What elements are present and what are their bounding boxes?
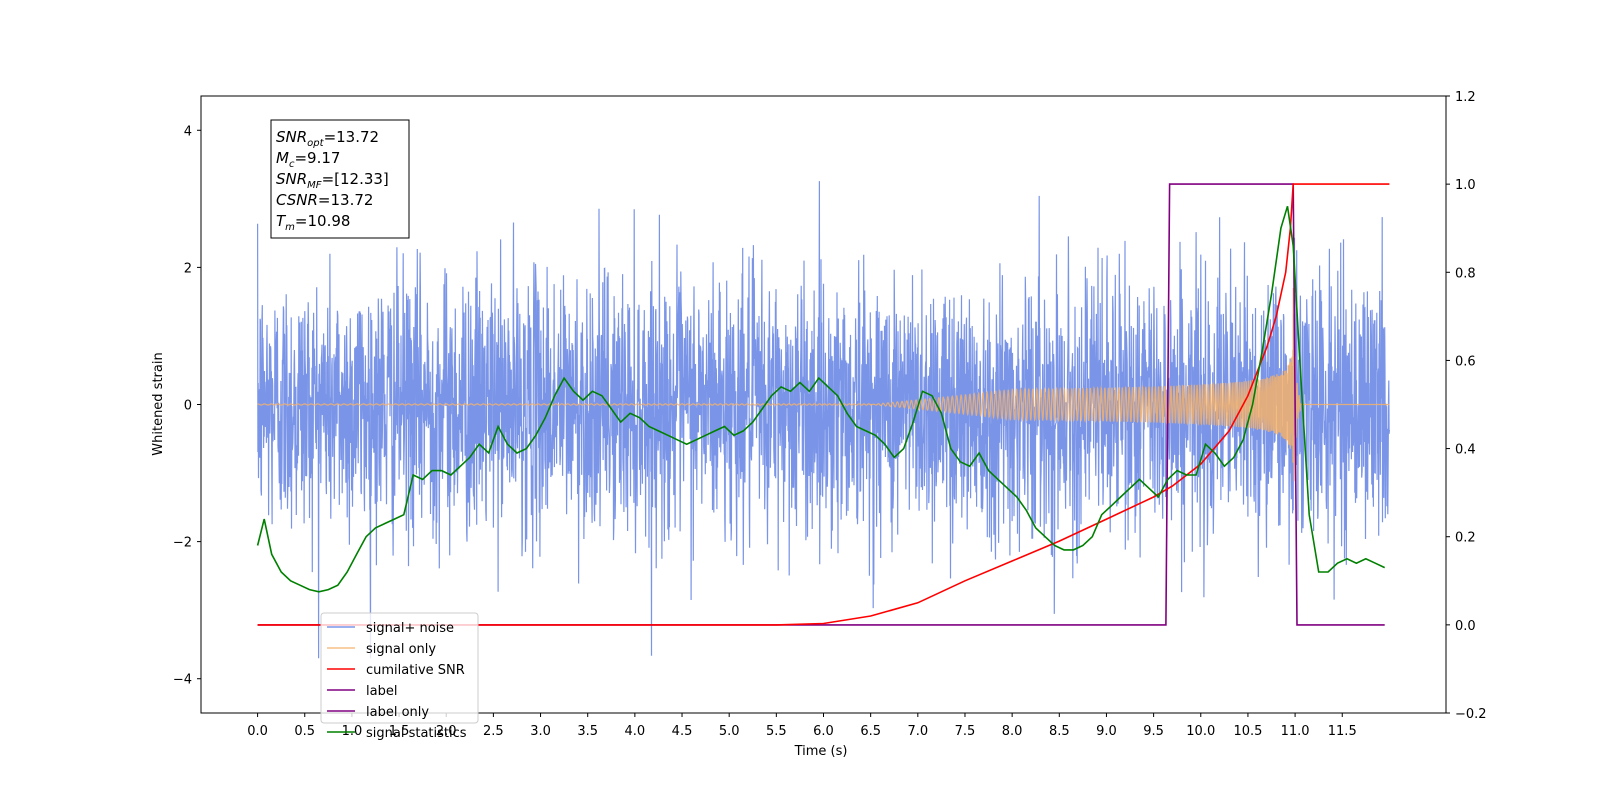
x-tick-label: 11.5 bbox=[1328, 724, 1357, 739]
annotation-frame bbox=[270, 119, 410, 239]
series-signal-noise-line bbox=[257, 181, 1390, 659]
x-tick-label: 9.5 bbox=[1143, 724, 1164, 739]
x-tick-label: 4.5 bbox=[672, 724, 693, 739]
x-tick-label: 10.5 bbox=[1233, 724, 1262, 739]
annotation-value: =9.17 bbox=[294, 149, 340, 167]
plot-layer bbox=[256, 181, 1390, 659]
y-left-tick-label: 0 bbox=[184, 399, 192, 414]
x-tick-label: 2.5 bbox=[483, 724, 504, 739]
y-left-tick-label: −4 bbox=[173, 673, 192, 688]
x-axis-title: Time (s) bbox=[794, 744, 848, 759]
series-signal-only-line bbox=[257, 287, 1390, 482]
x-tick-label: 8.5 bbox=[1049, 724, 1070, 739]
annotation-line: Tm=10.98 bbox=[276, 212, 350, 233]
annotation-subscript: opt bbox=[307, 138, 324, 149]
x-tick-label: 10.0 bbox=[1186, 724, 1215, 739]
y-right-tick-label: 0.2 bbox=[1455, 531, 1476, 546]
x-tick-label: 2.0 bbox=[436, 724, 457, 739]
legend-label: signal statistics bbox=[366, 726, 467, 741]
annotation-symbol: SNR bbox=[276, 128, 307, 146]
y-axis-left: 4 2 0 −2 −4 bbox=[173, 124, 201, 688]
series-cumulative-snr-line bbox=[257, 183, 1390, 626]
y-right-tick-label: 0.6 bbox=[1455, 354, 1476, 369]
legend-label: label bbox=[366, 684, 397, 699]
annotation-symbol: M bbox=[276, 149, 289, 167]
annotation-box: SNRopt=13.72Mc=9.17SNRMF=[12.33]CSNR=13.… bbox=[270, 119, 410, 239]
annotation-subscript: MF bbox=[307, 180, 322, 191]
y-right-tick-label: 0.8 bbox=[1455, 266, 1476, 281]
x-tick-label: 4.0 bbox=[625, 724, 646, 739]
annotation-subscript: c bbox=[289, 159, 295, 170]
y-right-tick-label: −0.2 bbox=[1455, 707, 1487, 722]
y-right-tick-label: 1.0 bbox=[1455, 178, 1476, 193]
x-tick-label: 7.5 bbox=[955, 724, 976, 739]
y-left-tick-label: 2 bbox=[184, 261, 192, 276]
x-tick-label: 3.0 bbox=[530, 724, 551, 739]
legend-label: cumilative SNR bbox=[366, 663, 465, 678]
annotation-subscript: m bbox=[285, 222, 295, 233]
x-tick-label: 8.0 bbox=[1002, 724, 1023, 739]
legend: signal+ noise signal only cumilative SNR la… bbox=[320, 612, 479, 741]
y-axis-left-title: Whitened strain bbox=[151, 352, 166, 455]
x-tick-label: 9.0 bbox=[1096, 724, 1117, 739]
x-tick-label: 1.5 bbox=[389, 724, 410, 739]
x-tick-label: 5.5 bbox=[766, 724, 787, 739]
annotation-symbol: SNR bbox=[276, 170, 307, 188]
annotation-value: =13.72 bbox=[318, 191, 374, 209]
annotation-value: =[12.33] bbox=[322, 170, 389, 188]
x-tick-label: 0.5 bbox=[294, 724, 315, 739]
y-right-tick-label: 1.2 bbox=[1455, 90, 1476, 105]
x-tick-label: 6.5 bbox=[860, 724, 881, 739]
annotation-line: CSNR=13.72 bbox=[276, 191, 373, 209]
legend-label: signal only bbox=[366, 642, 436, 657]
x-tick-label: 5.0 bbox=[719, 724, 740, 739]
y-right-tick-label: 0.4 bbox=[1455, 443, 1476, 458]
y-left-tick-label: 4 bbox=[184, 124, 192, 139]
x-tick-label: 11.0 bbox=[1281, 724, 1310, 739]
y-right-tick-label: 0.0 bbox=[1455, 619, 1476, 634]
y-left-tick-label: −2 bbox=[173, 536, 192, 551]
legend-label: signal+ noise bbox=[366, 621, 454, 636]
series-label-line bbox=[257, 183, 1385, 626]
series-signal-statistics-line bbox=[256, 205, 1386, 593]
x-tick-label: 3.5 bbox=[577, 724, 598, 739]
annotation-line: SNRopt=13.72 bbox=[276, 128, 379, 149]
annotation-line: Mc=9.17 bbox=[276, 149, 340, 170]
x-tick-label: 0.0 bbox=[247, 724, 268, 739]
x-tick-label: 7.0 bbox=[907, 724, 928, 739]
legend-frame bbox=[320, 612, 479, 724]
annotation-symbol: T bbox=[276, 212, 287, 230]
annotation-symbol: CSNR bbox=[276, 191, 318, 209]
x-tick-label: 6.0 bbox=[813, 724, 834, 739]
annotation-value: =13.72 bbox=[324, 128, 380, 146]
y-axis-right: 1.2 1.0 0.8 0.6 0.4 0.2 0.0 −0.2 bbox=[1446, 90, 1487, 722]
legend-label: label only bbox=[366, 705, 429, 720]
annotation-value: =10.98 bbox=[295, 212, 351, 230]
annotation-line: SNRMF=[12.33] bbox=[276, 170, 389, 191]
x-axis: 0.0 0.5 1.0 1.5 2.0 2.5 3.0 3.5 4.0 4.5 5.0 5.5 6.0 6… bbox=[247, 713, 1357, 739]
